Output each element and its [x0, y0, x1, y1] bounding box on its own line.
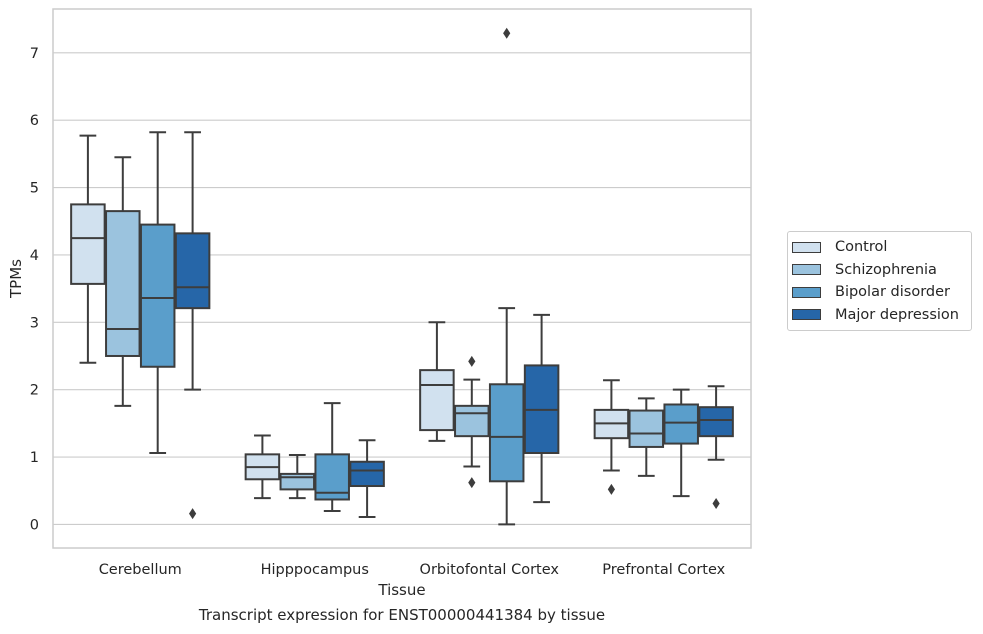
legend-item: Bipolar disorder: [788, 281, 971, 304]
legend-item: Schizophrenia: [788, 259, 971, 282]
box: [174, 232, 211, 310]
box: [279, 472, 316, 491]
outlier-point: [468, 477, 476, 489]
legend-swatch: [792, 264, 821, 276]
box: [454, 404, 490, 438]
legend-label: Control: [835, 239, 888, 256]
outlier-point: [503, 27, 511, 39]
chart-caption: Transcript expression for ENST0000044138…: [198, 606, 606, 624]
legend-swatch: [792, 241, 821, 253]
y-axis-label: TPMs: [7, 259, 25, 299]
legend-label: Major depression: [835, 306, 959, 323]
outlier-point: [189, 508, 197, 520]
chart-legend: Control Schizophrenia Bipolar disorder Majo…: [787, 231, 972, 331]
y-tick-label: 1: [30, 450, 39, 466]
x-tick-label: Orbitofontal Cortex: [420, 562, 560, 578]
box: [349, 460, 385, 488]
y-tick-label: 5: [30, 181, 39, 197]
box: [105, 210, 141, 357]
legend-label: Bipolar disorder: [835, 284, 950, 301]
x-tick-label: Prefrontal Cortex: [602, 562, 725, 578]
legend-swatch: [792, 309, 821, 321]
outlier-point: [712, 498, 720, 510]
outlier-point: [468, 355, 476, 367]
x-axis-label: Tissue: [377, 581, 425, 599]
legend-label: Schizophrenia: [835, 261, 937, 278]
legend-item: Control: [788, 236, 971, 259]
y-tick-label: 3: [30, 315, 39, 331]
outlier-point: [607, 483, 615, 495]
legend-item: Major depression: [788, 304, 971, 327]
box: [628, 409, 665, 448]
y-tick-label: 6: [30, 113, 39, 129]
plot-frame: [52, 8, 752, 549]
legend-swatch: [792, 286, 821, 298]
y-tick-label: 7: [30, 46, 39, 62]
box: [139, 223, 176, 368]
x-tick-label: Cerebellum: [99, 562, 182, 578]
y-tick-label: 2: [30, 383, 39, 399]
box: [419, 369, 455, 432]
y-tick-label: 4: [30, 248, 39, 264]
y-tick-label: 0: [30, 517, 39, 533]
box: [663, 403, 699, 445]
box: [70, 203, 106, 285]
box: [698, 406, 734, 438]
box: [488, 383, 525, 483]
x-tick-label: Hipppocampus: [261, 562, 369, 578]
